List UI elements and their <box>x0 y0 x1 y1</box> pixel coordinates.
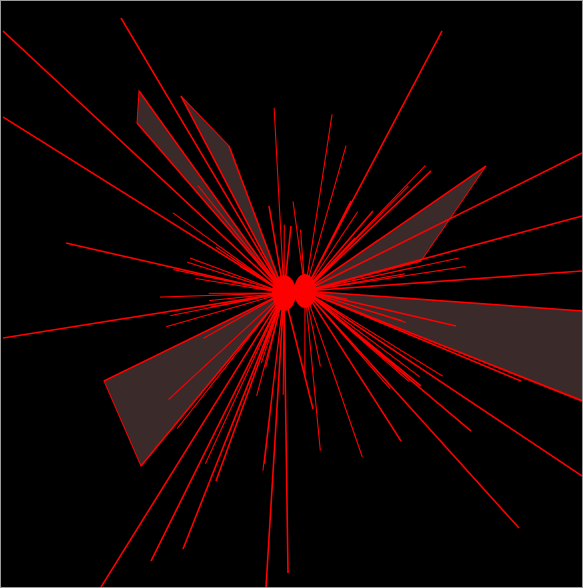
burst-core <box>272 274 316 311</box>
ray <box>304 211 359 292</box>
ray <box>140 292 285 467</box>
ray <box>304 290 407 323</box>
ray <box>2 30 285 294</box>
ray <box>103 292 285 382</box>
ray <box>304 290 522 382</box>
ray <box>304 210 374 292</box>
ray <box>172 212 285 294</box>
ray <box>150 292 285 562</box>
ray <box>304 290 402 442</box>
ray <box>304 290 391 390</box>
ray <box>203 292 285 339</box>
ray <box>304 290 457 327</box>
ray <box>304 200 352 292</box>
ray <box>273 107 285 294</box>
ray <box>166 292 285 328</box>
ray <box>304 152 582 292</box>
ray <box>65 242 285 294</box>
ray <box>226 292 285 439</box>
ray <box>262 292 285 471</box>
ray <box>304 260 422 292</box>
core-glow <box>294 274 316 308</box>
ray <box>2 292 285 339</box>
ray <box>265 292 285 587</box>
ray <box>187 261 285 294</box>
ray <box>197 185 285 294</box>
ray <box>304 266 466 292</box>
ray <box>304 170 432 292</box>
ray <box>256 292 285 397</box>
ray <box>180 95 285 294</box>
ray <box>304 290 422 387</box>
ray <box>195 277 285 294</box>
ray <box>120 17 285 294</box>
ray <box>304 165 426 292</box>
ray <box>136 122 285 294</box>
core-glow <box>272 275 296 311</box>
ray <box>176 292 285 429</box>
ray <box>283 292 289 574</box>
ray <box>304 270 582 292</box>
ray <box>168 292 285 400</box>
ray <box>304 290 363 458</box>
ray <box>204 292 285 464</box>
ray <box>215 292 285 482</box>
ray <box>159 292 285 298</box>
ray <box>304 290 443 377</box>
ray <box>304 239 380 292</box>
ray <box>304 290 321 451</box>
ray <box>304 290 410 382</box>
ray <box>138 90 285 294</box>
ray <box>304 290 582 477</box>
ray <box>304 290 582 402</box>
ray <box>304 290 582 312</box>
ray <box>208 292 285 302</box>
ray <box>100 292 285 587</box>
ray <box>304 145 347 292</box>
ray <box>304 257 459 292</box>
ray <box>189 257 285 294</box>
ray <box>2 116 285 294</box>
ray <box>283 292 314 410</box>
ray <box>304 290 420 378</box>
ray <box>304 114 333 292</box>
ray <box>228 145 285 294</box>
ray <box>173 269 285 294</box>
